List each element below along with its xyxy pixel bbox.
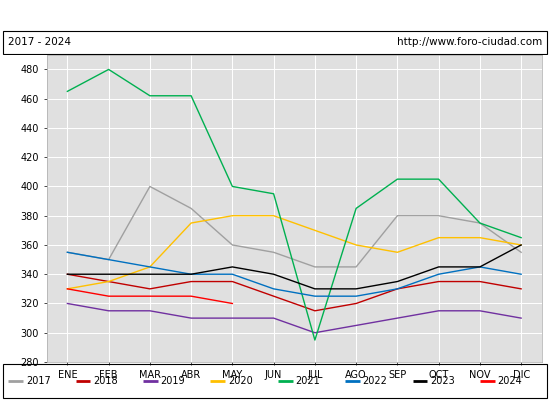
Text: 2017 - 2024: 2017 - 2024 xyxy=(8,37,72,47)
Text: 2022: 2022 xyxy=(362,376,388,386)
Text: 2023: 2023 xyxy=(430,376,455,386)
Bar xyxy=(3,364,547,398)
Text: 2017: 2017 xyxy=(26,376,51,386)
Text: 2018: 2018 xyxy=(93,376,118,386)
Text: 2020: 2020 xyxy=(228,376,252,386)
Text: 2019: 2019 xyxy=(161,376,185,386)
Text: http://www.foro-ciudad.com: http://www.foro-ciudad.com xyxy=(397,37,542,47)
Text: 2021: 2021 xyxy=(295,376,320,386)
Text: 2024: 2024 xyxy=(497,376,522,386)
Text: Evolucion del paro registrado en San Miguel de Salinas: Evolucion del paro registrado en San Mig… xyxy=(102,8,448,22)
